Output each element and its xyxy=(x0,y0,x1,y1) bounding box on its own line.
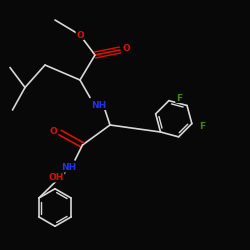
Text: F: F xyxy=(176,94,182,103)
Text: O: O xyxy=(122,44,130,53)
Text: NH: NH xyxy=(61,163,76,172)
Text: O: O xyxy=(50,127,58,136)
Text: OH: OH xyxy=(48,173,64,182)
Text: O: O xyxy=(76,30,84,40)
Text: F: F xyxy=(199,122,205,130)
Text: NH: NH xyxy=(91,100,106,110)
